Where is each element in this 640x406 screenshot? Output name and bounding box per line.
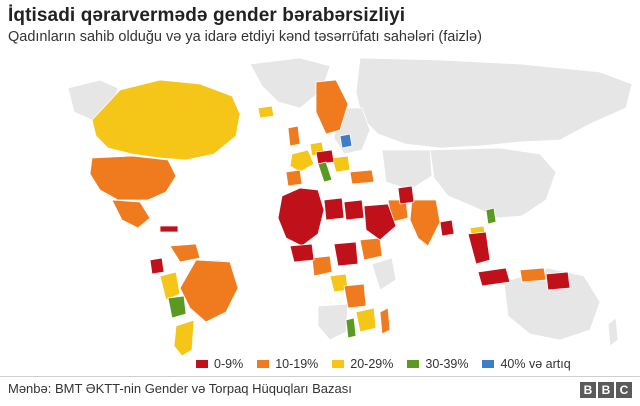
world-map bbox=[67, 57, 633, 356]
source-note: Mənbə: BMT ƏKTT-nin Gender və Torpaq Hüq… bbox=[8, 381, 352, 396]
page-title: İqtisadi qərarvermədə gender bərabərsizl… bbox=[8, 5, 406, 26]
logo-letter: B bbox=[580, 382, 596, 398]
region-spain bbox=[285, 169, 303, 187]
logo-letter: C bbox=[616, 382, 632, 398]
region-indonesia-east bbox=[519, 267, 547, 283]
legend-swatch bbox=[407, 360, 420, 368]
legend-swatch bbox=[196, 360, 208, 368]
region-ecuador bbox=[149, 257, 165, 275]
region-france bbox=[289, 149, 315, 173]
region-turkey bbox=[349, 169, 375, 185]
region-africa-east bbox=[371, 257, 397, 291]
region-pakistan bbox=[397, 185, 415, 205]
legend-label: 0-9% bbox=[214, 357, 244, 371]
legend-item-0-9: 0-9% bbox=[196, 357, 243, 371]
legend-swatch bbox=[482, 360, 495, 368]
region-uk bbox=[287, 125, 301, 147]
region-india bbox=[409, 199, 441, 247]
region-bangladesh bbox=[439, 219, 455, 237]
legend-swatch bbox=[257, 360, 270, 368]
region-central-europe bbox=[315, 149, 335, 165]
region-usa bbox=[89, 155, 177, 201]
region-china bbox=[429, 147, 557, 219]
region-venezuela bbox=[169, 243, 201, 263]
legend-label: 30-39% bbox=[425, 357, 469, 371]
bbc-logo: B B C bbox=[578, 382, 632, 398]
region-canada bbox=[91, 79, 241, 161]
region-greenland bbox=[249, 57, 331, 109]
region-malawi bbox=[345, 317, 357, 339]
region-central-africa bbox=[311, 255, 333, 277]
region-indonesia-west bbox=[477, 267, 511, 287]
region-africa-south bbox=[317, 303, 349, 341]
region-guinea bbox=[545, 271, 571, 291]
region-indochina bbox=[467, 231, 491, 265]
legend-label: 10-19% bbox=[275, 357, 319, 371]
region-bolivia bbox=[167, 295, 187, 319]
page-subtitle: Qadınların sahib olduğu və ya idarə etdi… bbox=[8, 29, 482, 45]
region-peru bbox=[159, 271, 181, 301]
legend-item-40-plus: 40% və artıq bbox=[482, 357, 571, 371]
region-middle-asia bbox=[381, 149, 433, 191]
region-ethiopia bbox=[359, 237, 383, 261]
region-libya bbox=[323, 197, 345, 221]
region-caribbean bbox=[159, 225, 179, 233]
region-italy bbox=[317, 161, 333, 183]
region-southern-africa bbox=[355, 307, 377, 333]
legend-label: 40% və artıq bbox=[500, 357, 571, 371]
legend-item-30-39: 30-39% bbox=[407, 357, 468, 371]
legend-item-10-19: 10-19% bbox=[257, 357, 318, 371]
region-australia bbox=[503, 267, 601, 341]
region-balkans bbox=[331, 155, 351, 173]
legend-item-20-29: 20-29% bbox=[332, 357, 393, 371]
logo-letter: B bbox=[598, 382, 614, 398]
region-saudi-arabia bbox=[363, 203, 397, 241]
region-mexico bbox=[111, 199, 151, 229]
region-madagascar bbox=[379, 307, 391, 335]
region-brazil bbox=[179, 259, 239, 323]
map-legend: 0-9% 10-19% 20-29% 30-39% 40% və artıq bbox=[196, 356, 585, 372]
region-east-africa bbox=[343, 283, 367, 309]
region-baltic bbox=[339, 133, 353, 149]
region-russia bbox=[355, 57, 633, 149]
region-new-zealand bbox=[607, 317, 619, 347]
region-west-africa bbox=[289, 243, 315, 263]
region-north-africa-west bbox=[277, 187, 325, 247]
region-argentina-chile bbox=[173, 319, 195, 356]
legend-swatch bbox=[332, 360, 345, 368]
region-scandinavia bbox=[315, 79, 349, 135]
region-iceland bbox=[257, 105, 275, 119]
region-sudan bbox=[333, 241, 359, 267]
legend-label: 20-29% bbox=[350, 357, 394, 371]
footer-divider bbox=[0, 376, 640, 377]
region-egypt bbox=[343, 199, 365, 221]
region-vietnam bbox=[485, 207, 497, 225]
